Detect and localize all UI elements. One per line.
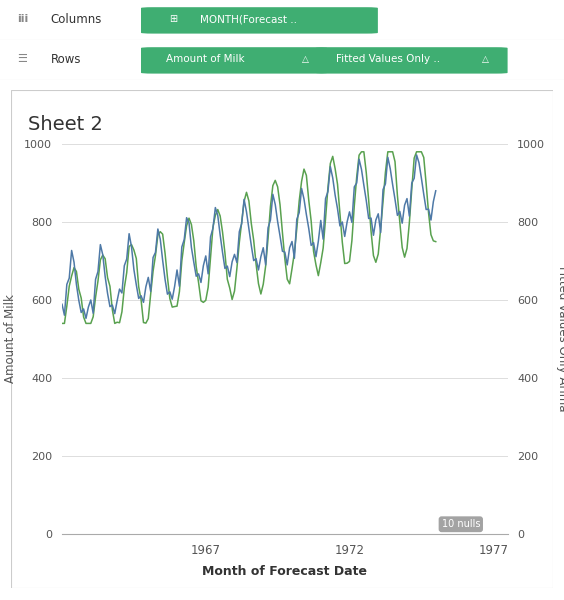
Text: Rows: Rows: [51, 53, 81, 66]
Text: 10 nulls: 10 nulls: [442, 519, 480, 529]
Text: ⊞: ⊞: [169, 14, 177, 24]
FancyBboxPatch shape: [316, 47, 508, 74]
Text: △: △: [482, 55, 489, 64]
Text: MONTH(Forecast ..: MONTH(Forecast ..: [200, 14, 297, 24]
X-axis label: Month of Forecast Date: Month of Forecast Date: [202, 565, 367, 578]
Text: △: △: [302, 55, 309, 64]
Text: Fitted Values Only ..: Fitted Values Only ..: [336, 54, 443, 64]
FancyBboxPatch shape: [141, 7, 378, 34]
Text: ☰: ☰: [17, 54, 27, 64]
Text: Columns: Columns: [51, 13, 102, 26]
FancyBboxPatch shape: [141, 47, 327, 74]
Y-axis label: Fitted Values Only Arima: Fitted Values Only Arima: [557, 266, 564, 412]
Text: Amount of Milk: Amount of Milk: [166, 54, 245, 64]
Y-axis label: Amount of Milk: Amount of Milk: [5, 295, 17, 383]
Text: iii: iii: [17, 14, 28, 24]
Text: Sheet 2: Sheet 2: [28, 115, 103, 134]
